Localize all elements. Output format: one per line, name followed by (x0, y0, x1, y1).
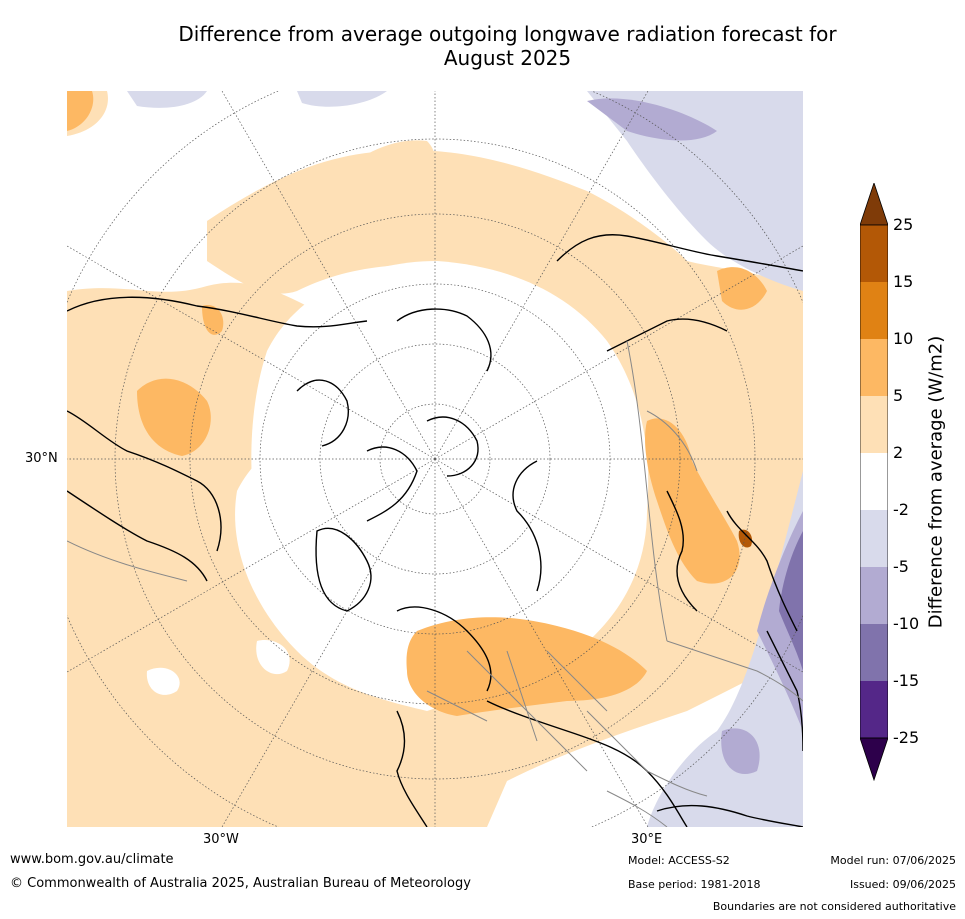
colorbar-band-m5-m10 (860, 567, 888, 624)
title-line-1: Difference from average outgoing longwav… (178, 22, 837, 46)
graticule (67, 91, 803, 827)
colorbar-band-10-15 (860, 282, 888, 339)
colorbar-tick-m5: -5 (893, 557, 909, 576)
colorbar-band-15-25 (860, 225, 888, 282)
colorbar-tick-25: 25 (893, 215, 914, 234)
colorbar (860, 183, 888, 781)
colorbar-tick-m25: -25 (893, 728, 920, 747)
anomaly-field-neutral (146, 185, 727, 695)
disclaimer-text: Boundaries are not considered authoritat… (712, 900, 956, 913)
lat-label-30n: 30°N (25, 451, 58, 466)
model-run-text: Model run: 07/06/2025 (830, 854, 956, 867)
polar-map (67, 91, 803, 827)
lon-label-30e: 30°E (631, 832, 663, 847)
colorbar-tick-m10: -10 (893, 614, 920, 633)
colorbar-tick-m2: -2 (893, 500, 909, 519)
colorbar-band-m2-m5 (860, 510, 888, 567)
map-title: Difference from average outgoing longwav… (100, 22, 915, 70)
colorbar-band-m10-m15 (860, 624, 888, 681)
lon-label-30w: 30°W (203, 832, 239, 847)
colorbar-tick-10: 10 (893, 329, 914, 348)
colorbar-label: Difference from average (W/m2) (925, 335, 947, 629)
colorbar-band-5-10 (860, 339, 888, 396)
colorbar-tick-m15: -15 (893, 671, 920, 690)
colorbar-band-2-5 (860, 396, 888, 453)
title-line-2: August 2025 (443, 46, 572, 70)
colorbar-under-triangle (860, 737, 888, 781)
model-text: Model: ACCESS-S2 (628, 854, 730, 867)
website-link[interactable]: www.bom.gov.au/climate (10, 852, 174, 867)
colorbar-tick-15: 15 (893, 272, 914, 291)
colorbar-over-triangle (860, 183, 888, 226)
base-period-text: Base period: 1981-2018 (628, 878, 761, 891)
country-borders (67, 340, 803, 827)
colorbar-band-neutral (860, 453, 888, 510)
anomaly-field-negative (127, 91, 803, 827)
colorbar-tick-2: 2 (893, 443, 904, 462)
anomaly-hotspot (738, 529, 753, 548)
colorbar-tick-5: 5 (893, 386, 904, 405)
issued-text: Issued: 09/06/2025 (849, 878, 956, 891)
map-canvas (67, 91, 803, 827)
colorbar-band-m15-m25 (860, 681, 888, 738)
copyright-text: © Commonwealth of Australia 2025, Austra… (10, 876, 471, 891)
coastlines (67, 234, 803, 827)
